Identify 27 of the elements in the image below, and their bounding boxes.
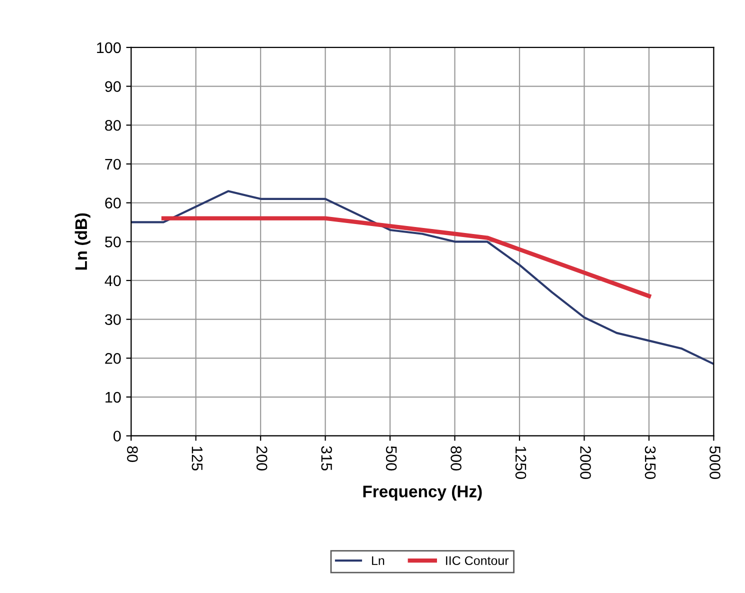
legend-label: Ln bbox=[372, 556, 384, 565]
y-tick-label: 50 bbox=[105, 236, 121, 248]
x-tick-label: 800 bbox=[450, 446, 462, 470]
y-axis-title: Ln (dB) bbox=[74, 213, 90, 270]
x-tick-label: 5000 bbox=[710, 446, 720, 479]
x-tick-label: 1250 bbox=[515, 446, 526, 479]
y-tick-label: 20 bbox=[105, 353, 121, 364]
y-tick-label: 30 bbox=[104, 314, 121, 326]
x-axis-title: Frequency (Hz) bbox=[363, 485, 482, 501]
y-tick-label: 10 bbox=[106, 392, 121, 403]
x-tick-label: 80 bbox=[127, 446, 138, 462]
legend-label: IIC Contour bbox=[446, 556, 509, 566]
x-tick-label: 315 bbox=[321, 446, 332, 470]
x-tick-label: 500 bbox=[386, 446, 397, 470]
x-tick-label: 2000 bbox=[580, 446, 591, 479]
y-tick-label: 60 bbox=[105, 198, 121, 208]
y-tick-label: 100 bbox=[97, 42, 121, 54]
y-tick-label: 80 bbox=[105, 120, 121, 131]
y-tick-label: 90 bbox=[105, 81, 121, 92]
y-tick-label: 70 bbox=[105, 158, 121, 170]
y-tick-label: 40 bbox=[104, 275, 121, 286]
y-tick-label: 0 bbox=[114, 430, 121, 442]
x-tick-label: 200 bbox=[256, 446, 268, 470]
x-tick-label: 125 bbox=[192, 446, 203, 470]
x-tick-label: 3150 bbox=[644, 446, 656, 479]
line-series bbox=[161, 216, 652, 298]
line-series bbox=[131, 190, 714, 366]
